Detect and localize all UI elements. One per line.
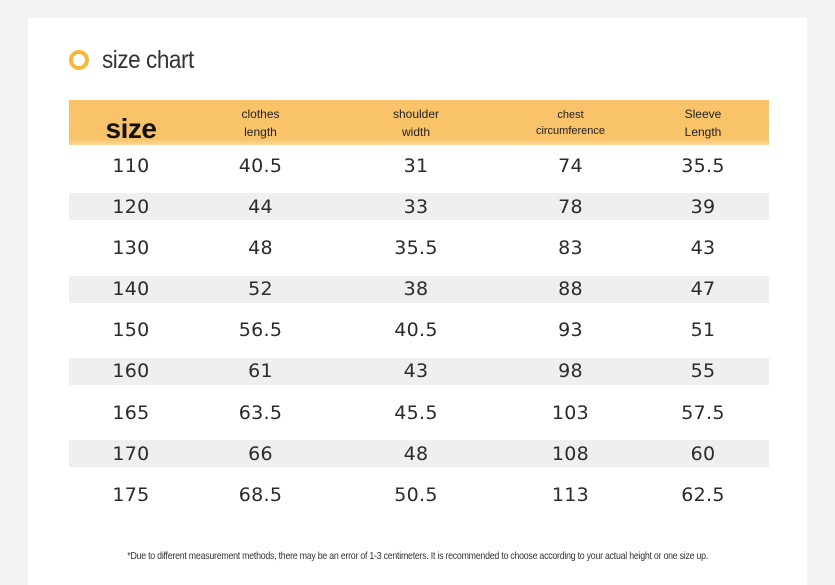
header-shoulder-width-line2: width: [401, 124, 430, 139]
cell-size: 165: [112, 401, 150, 424]
cell-clothes-length: 66: [248, 442, 273, 465]
table-row: 170 66 48 108 60: [69, 433, 769, 474]
cell-shoulder-width: 48: [403, 442, 429, 465]
cell-chest-circumference: 93: [558, 319, 583, 342]
cell-shoulder-width: 43: [403, 360, 429, 383]
table-row: 140 52 38 88 47: [69, 269, 769, 310]
cell-clothes-length: 61: [248, 360, 273, 383]
measurement-note: *Due to different measurement methods, t…: [0, 550, 835, 562]
header-sleeve-length-line2: Length: [684, 124, 722, 139]
table-row: 160 61 43 98 55: [69, 351, 769, 392]
measurement-note-text: *Due to different measurement methods, t…: [127, 550, 708, 562]
cell-shoulder-width: 35.5: [394, 236, 438, 259]
cell-chest-circumference: 103: [551, 401, 590, 424]
cell-size: 160: [112, 360, 150, 383]
cell-chest-circumference: 83: [558, 236, 583, 259]
cell-clothes-length: 63.5: [238, 401, 283, 424]
header-shoulder-width: shoulder width: [328, 100, 504, 145]
cell-shoulder-width: 50.5: [394, 484, 438, 506]
cell-chest-circumference: 98: [558, 360, 583, 383]
table-header: size clothes length shoulder width chest…: [69, 100, 769, 145]
cell-sleeve-length: 55: [690, 360, 716, 383]
cell-size: 175: [112, 484, 150, 506]
cell-chest-circumference: 88: [558, 278, 583, 301]
cell-chest-circumference: 108: [551, 442, 590, 465]
cell-sleeve-length: 60: [690, 442, 716, 465]
cell-shoulder-width: 40.5: [394, 319, 438, 342]
cell-size: 120: [112, 195, 150, 218]
table-row: 110 40.5 31 74 35.5: [69, 145, 769, 186]
cell-clothes-length: 48: [248, 236, 273, 259]
cell-clothes-length: 40.5: [238, 154, 283, 177]
cell-clothes-length: 68.5: [238, 484, 283, 506]
header-chest-circumference: chest circumference: [504, 100, 637, 145]
table-row: 120 44 33 78 39: [69, 186, 769, 227]
header-size: size: [69, 100, 193, 145]
header-sleeve-length: Sleeve Length: [637, 100, 769, 145]
table-row: 130 48 35.5 83 43: [69, 227, 769, 268]
page-title: size chart: [102, 45, 194, 74]
cell-shoulder-width: 38: [403, 278, 429, 301]
table-row: 175 68.5 50.5 113 62.5: [69, 475, 769, 516]
table-row: 150 56.5 40.5 93 51: [69, 310, 769, 351]
cell-clothes-length: 44: [248, 195, 273, 218]
cell-size: 130: [112, 236, 150, 259]
cell-size: 150: [112, 319, 150, 342]
header-chest-circumference-line2: circumference: [535, 124, 606, 137]
cell-size: 110: [112, 154, 150, 177]
cell-sleeve-length: 57.5: [681, 401, 725, 424]
cell-size: 140: [112, 278, 150, 301]
cell-sleeve-length: 51: [690, 319, 716, 342]
cell-sleeve-length: 39: [690, 195, 716, 218]
cell-shoulder-width: 31: [403, 154, 429, 177]
size-table: size clothes length shoulder width chest…: [69, 100, 769, 516]
cell-clothes-length: 56.5: [238, 319, 283, 342]
cell-shoulder-width: 33: [403, 195, 429, 218]
cell-sleeve-length: 43: [690, 236, 716, 259]
cell-chest-circumference: 74: [558, 154, 583, 177]
header-chest-circumference-line1: chest: [557, 108, 584, 121]
table-row: 165 63.5 45.5 103 57.5: [69, 392, 769, 433]
cell-shoulder-width: 45.5: [394, 401, 438, 424]
header-shoulder-width-line1: shoulder: [392, 106, 440, 121]
header-sleeve-length-line1: Sleeve: [684, 106, 722, 121]
header-clothes-length: clothes length: [193, 100, 328, 145]
ring-icon: [69, 50, 89, 70]
cell-chest-circumference: 113: [551, 484, 590, 506]
cell-chest-circumference: 78: [558, 195, 583, 218]
header-clothes-length-line2: length: [244, 124, 277, 139]
title-row: size chart: [69, 44, 204, 76]
cell-sleeve-length: 35.5: [681, 154, 725, 177]
header-size-label: size: [105, 112, 157, 144]
cell-sleeve-length: 62.5: [681, 484, 725, 506]
cell-size: 170: [112, 442, 150, 465]
header-clothes-length-line1: clothes: [241, 106, 280, 121]
cell-clothes-length: 52: [248, 278, 273, 301]
cell-sleeve-length: 47: [690, 278, 716, 301]
